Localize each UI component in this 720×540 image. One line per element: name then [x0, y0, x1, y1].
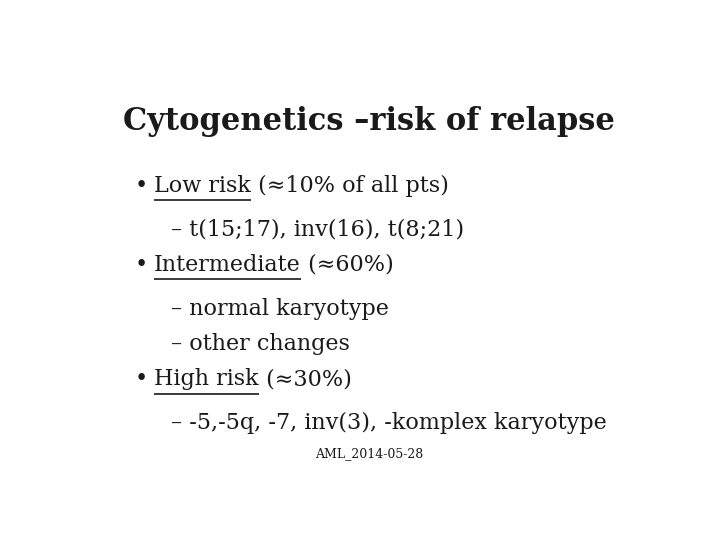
- Text: •: •: [135, 175, 148, 197]
- Text: •: •: [135, 254, 148, 276]
- Text: •: •: [135, 368, 148, 390]
- Text: High risk: High risk: [154, 368, 258, 390]
- Text: Intermediate: Intermediate: [154, 254, 301, 276]
- Text: (≈10% of all pts): (≈10% of all pts): [251, 175, 449, 197]
- Text: – other changes: – other changes: [171, 333, 350, 355]
- Text: – normal karyotype: – normal karyotype: [171, 298, 389, 320]
- Text: – t(15;17), inv(16), t(8;21): – t(15;17), inv(16), t(8;21): [171, 219, 464, 241]
- Text: (≈60%): (≈60%): [301, 254, 394, 276]
- Text: AML_2014-05-28: AML_2014-05-28: [315, 447, 423, 460]
- Text: Cytogenetics –risk of relapse: Cytogenetics –risk of relapse: [123, 106, 615, 137]
- Text: – -5,-5q, -7, inv(3), -komplex karyotype: – -5,-5q, -7, inv(3), -komplex karyotype: [171, 412, 607, 434]
- Text: Low risk: Low risk: [154, 175, 251, 197]
- Text: (≈30%): (≈30%): [258, 368, 351, 390]
